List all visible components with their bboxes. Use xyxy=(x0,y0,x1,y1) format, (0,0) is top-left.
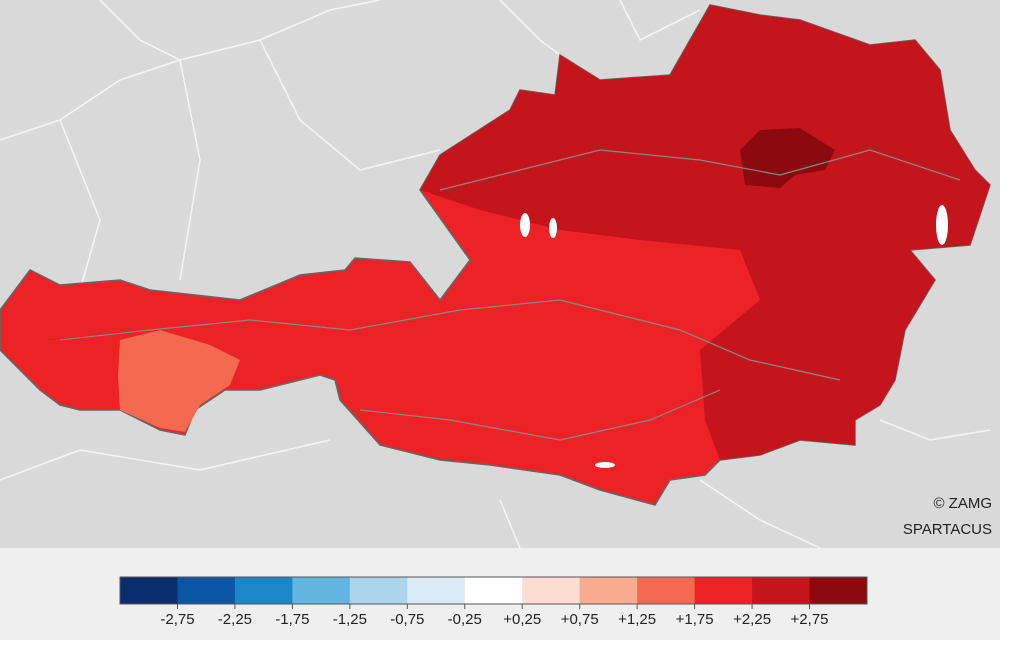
legend-swatch xyxy=(809,577,868,604)
legend-label: +0,25 xyxy=(503,611,541,628)
warm-region xyxy=(420,5,990,460)
legend-label: -0,25 xyxy=(448,611,482,628)
credit-line: © ZAMG xyxy=(933,495,992,512)
legend-label: +0,75 xyxy=(561,611,599,628)
legend-swatch xyxy=(120,577,178,604)
hot-region xyxy=(740,128,835,188)
legend-label: -0,75 xyxy=(390,611,424,628)
borders xyxy=(0,0,991,549)
legend-swatch xyxy=(234,577,293,604)
legend-label: -2,25 xyxy=(218,611,252,628)
legend-swatch xyxy=(407,577,466,604)
legend-label: -1,75 xyxy=(275,611,309,628)
austria xyxy=(0,4,991,506)
legend-swatch xyxy=(522,577,581,604)
legend-swatch xyxy=(292,577,351,604)
legend-swatch xyxy=(464,577,523,604)
legend-swatch xyxy=(637,577,696,604)
legend-label: -2,75 xyxy=(160,611,194,628)
legend-frame xyxy=(119,576,868,605)
legend-swatch xyxy=(177,577,236,604)
legend-label: +1,25 xyxy=(618,611,656,628)
credit-line: SPARTACUS xyxy=(903,521,992,538)
legend-label: -1,25 xyxy=(333,611,367,628)
cooler-region xyxy=(118,330,240,432)
legend-swatch xyxy=(579,577,638,604)
legend-swatch xyxy=(349,577,408,604)
legend-swatch xyxy=(694,577,753,604)
legend-label: +2,75 xyxy=(791,611,829,628)
color-legend: -2,75 -2,25 -1,75 -1,25 -0,75 -0,25 +0,25 +0,75… xyxy=(119,576,868,628)
legend-swatch xyxy=(752,577,811,604)
legend-label: +1,75 xyxy=(676,611,714,628)
legend-label: +2,25 xyxy=(733,611,771,628)
rivers xyxy=(59,149,961,441)
lakes xyxy=(520,205,948,468)
